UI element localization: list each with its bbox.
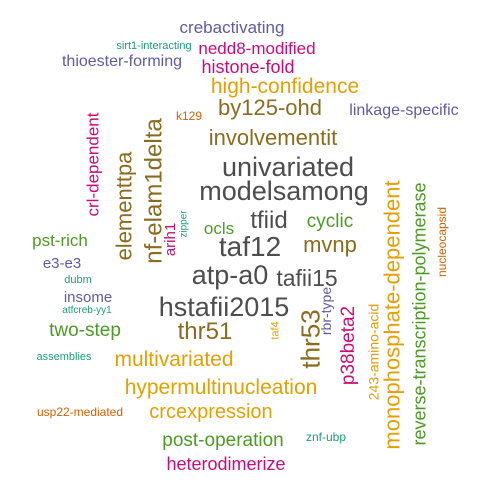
- word-crl-dependent: crl-dependent: [83, 112, 103, 216]
- word-insome: insome: [63, 288, 113, 306]
- word-zipper: zipper: [179, 210, 190, 238]
- word-cyclic: cyclic: [306, 210, 354, 232]
- word-taf4: taf4: [269, 320, 282, 340]
- word-pst-rich: pst-rich: [32, 230, 88, 250]
- word-crcexpression: crcexpression: [149, 401, 273, 423]
- word-p38beta2: p38beta2: [338, 305, 360, 385]
- word-nucleocapsid: nucleocapsid: [435, 206, 449, 278]
- word-e3-e3: e3-e3: [42, 254, 82, 272]
- word-assemblies: assemblies: [36, 350, 92, 363]
- word-by125-ohd: by125-ohd: [218, 95, 322, 120]
- word-mvnp: mvnp: [303, 232, 357, 257]
- word-thr51: thr51: [177, 318, 233, 345]
- word-hstafii2015: hstafii2015: [158, 291, 290, 322]
- word-usp22-mediated: usp22-mediated: [36, 405, 124, 419]
- word-atfcreb-yy1: atfcreb-yy1: [62, 305, 112, 316]
- word-high-confidence: high-confidence: [210, 74, 360, 98]
- word-modelsamong: modelsamong: [199, 175, 369, 206]
- word-taf12: taf12: [218, 231, 282, 262]
- word-involvementit: involvementit: [208, 125, 338, 150]
- word-histone-fold: histone-fold: [201, 57, 295, 77]
- word-elementtpa: elementtpa: [110, 151, 136, 261]
- word-post-operation: post-operation: [162, 429, 284, 451]
- word-univariated: univariated: [221, 151, 355, 182]
- word-reverse-transcription-polymerase: reverse-transcription-polymerase: [410, 182, 430, 446]
- word-sirt1-interacting: sirt1-interacting: [116, 39, 192, 52]
- word-linkage-specific: linkage-specific: [349, 102, 459, 119]
- word-ocls: ocls: [203, 218, 235, 238]
- word-arih1: arih1: [162, 222, 180, 256]
- word-rbr-type: rbr-type: [317, 286, 334, 336]
- word-tfiid: tfiid: [250, 207, 288, 234]
- word-243-amino-acid: 243-amino-acid: [365, 303, 381, 401]
- word-znf-ubp: znf-ubp: [305, 430, 347, 444]
- word-multivariated: multivariated: [114, 347, 234, 371]
- word-thioester-forming: thioester-forming: [61, 53, 183, 70]
- word-k129: k129: [175, 109, 203, 123]
- word-atp-a0: atp-a0: [191, 259, 269, 290]
- word-nedd8-modified: nedd8-modified: [198, 38, 316, 58]
- word-tafii15: tafii15: [276, 264, 338, 291]
- word-monophosphate-dependent: monophosphate-dependent: [380, 180, 405, 450]
- word-hypermultinucleation: hypermultinucleation: [124, 375, 318, 399]
- word-crebactivating: crebactivating: [179, 17, 285, 37]
- word-heterodimerize: heterodimerize: [166, 454, 286, 474]
- word-dubm: dubm: [64, 273, 92, 286]
- word-two-step: two-step: [49, 319, 121, 341]
